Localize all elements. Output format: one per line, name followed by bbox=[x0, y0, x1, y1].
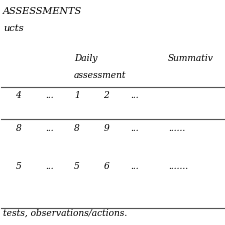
Text: .......: ....... bbox=[168, 162, 188, 171]
Text: ...: ... bbox=[130, 91, 139, 100]
Text: ......: ...... bbox=[168, 124, 185, 133]
Text: assessment: assessment bbox=[74, 72, 126, 81]
Text: ...: ... bbox=[45, 124, 53, 133]
Text: 5: 5 bbox=[16, 162, 21, 171]
Text: 8: 8 bbox=[16, 124, 21, 133]
Text: 6: 6 bbox=[103, 162, 109, 171]
Text: 5: 5 bbox=[74, 162, 80, 171]
Text: ...: ... bbox=[45, 91, 53, 100]
Text: ...: ... bbox=[45, 162, 53, 171]
Text: Daily: Daily bbox=[74, 54, 97, 63]
Text: 9: 9 bbox=[103, 124, 109, 133]
Text: tests, observations/actions.: tests, observations/actions. bbox=[3, 209, 127, 218]
Text: Summativ: Summativ bbox=[168, 54, 214, 63]
Text: ...: ... bbox=[130, 162, 139, 171]
Text: ucts: ucts bbox=[3, 24, 23, 33]
Text: 8: 8 bbox=[74, 124, 80, 133]
Text: ...: ... bbox=[130, 124, 139, 133]
Text: ASSESSMENTS: ASSESSMENTS bbox=[3, 7, 82, 16]
Text: 2: 2 bbox=[103, 91, 109, 100]
Text: 1: 1 bbox=[74, 91, 80, 100]
Text: 4: 4 bbox=[16, 91, 21, 100]
